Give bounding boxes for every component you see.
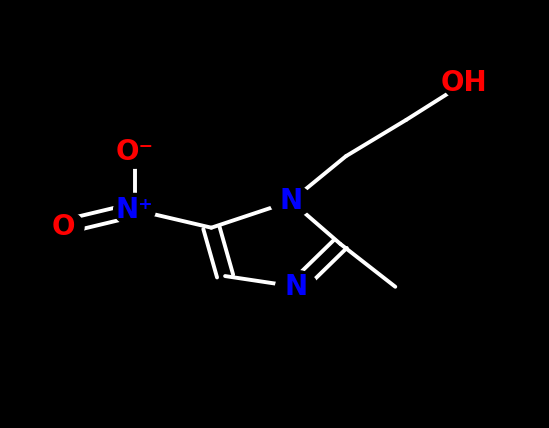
Text: N: N (285, 273, 308, 301)
Text: N: N (279, 187, 302, 215)
Circle shape (270, 185, 312, 217)
Text: O: O (52, 213, 75, 241)
Circle shape (114, 193, 155, 226)
Circle shape (114, 136, 155, 168)
Circle shape (42, 211, 84, 243)
Text: O⁻: O⁻ (115, 138, 154, 166)
Circle shape (276, 270, 317, 303)
Text: N⁺: N⁺ (116, 196, 153, 224)
Circle shape (443, 67, 485, 100)
Text: OH: OH (441, 69, 487, 98)
